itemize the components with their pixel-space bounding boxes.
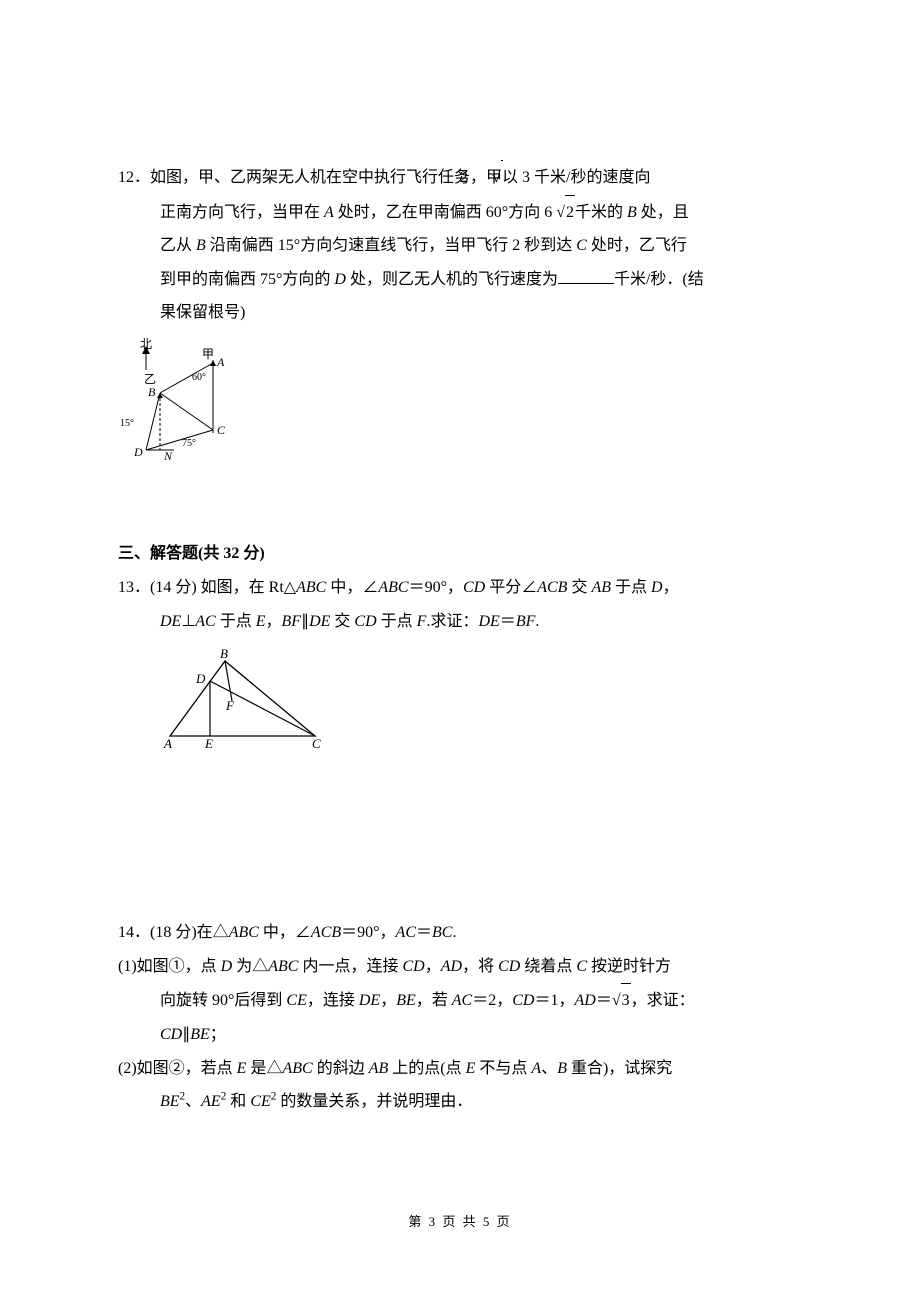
- svg-text:B: B: [148, 385, 156, 399]
- svg-text:60°: 60°: [192, 372, 206, 383]
- question-14: 14．(18 分)在△ABC 中，∠ACB＝90°，AC＝BC. (1)如图①，…: [118, 916, 802, 1119]
- q13-line2: DE⊥AC 于点 E，BF∥DE 交 CD 于点 F.求证：DE＝BF.: [118, 605, 802, 639]
- svg-text:75°: 75°: [182, 438, 196, 449]
- svg-text:乙: 乙: [144, 372, 156, 386]
- svg-text:N: N: [163, 449, 173, 463]
- svg-text:甲: 甲: [202, 347, 214, 361]
- q14-p1-line2: 向旋转 90°后得到 CE，连接 DE，BE，若 AC＝2，CD＝1，AD＝√3…: [118, 983, 802, 1018]
- svg-text:F: F: [225, 698, 235, 713]
- q12-line5: 果保留根号): [118, 296, 802, 330]
- q13-diagram: A B C D E F: [160, 646, 802, 756]
- answer-blank: [558, 268, 614, 284]
- svg-text:E: E: [204, 736, 213, 751]
- q12-diagram: 北 甲 A B 乙 C 60° D N 15° 75°: [118, 338, 802, 483]
- svg-text:B: B: [220, 646, 228, 661]
- svg-text:C: C: [312, 736, 321, 751]
- q12-line1: 12．如图，甲、乙两架无人机在空中执行飞行任务，甲以 3 √2千米/秒的速度向: [118, 160, 802, 195]
- svg-text:A: A: [163, 736, 172, 751]
- sqrt-3: √3: [612, 983, 631, 1018]
- page-footer: 第 3 页 共 5 页: [0, 1211, 920, 1230]
- svg-text:C: C: [217, 423, 226, 437]
- q14-line1: 14．(18 分)在△ABC 中，∠ACB＝90°，AC＝BC.: [118, 916, 802, 950]
- q12-line3: 乙从 B 沿南偏西 15°方向匀速直线飞行，当甲飞行 2 秒到达 C 处时，乙飞…: [118, 229, 802, 263]
- q13-line1: 13．(14 分) 如图，在 Rt△ABC 中，∠ABC＝90°，CD 平分∠A…: [118, 571, 802, 605]
- q14-number: 14．: [118, 924, 150, 941]
- sqrt-2: √2: [556, 195, 575, 230]
- q14-p2-line2: BE2、AE2 和 CE2 的数量关系，并说明理由．: [118, 1085, 802, 1119]
- q12-line4: 到甲的南偏西 75°方向的 D 处，则乙无人机的飞行速度为千米/秒．(结: [118, 263, 802, 297]
- section-3-title: 三、解答题(共 32 分): [118, 539, 802, 563]
- svg-text:D: D: [133, 445, 143, 459]
- q12-number: 12．: [118, 169, 150, 186]
- north-label: 北: [140, 338, 152, 351]
- question-13: 13．(14 分) 如图，在 Rt△ABC 中，∠ABC＝90°，CD 平分∠A…: [118, 571, 802, 756]
- svg-text:A: A: [216, 355, 225, 369]
- svg-text:15°: 15°: [120, 418, 134, 429]
- question-12: 12．如图，甲、乙两架无人机在空中执行飞行任务，甲以 3 √2千米/秒的速度向 …: [118, 160, 802, 483]
- q14-p2-line1: (2)如图②，若点 E 是△ABC 的斜边 AB 上的点(点 E 不与点 A、B…: [118, 1052, 802, 1086]
- q14-p1-line3: CD∥BE；: [118, 1018, 802, 1052]
- svg-text:D: D: [195, 671, 206, 686]
- q13-number: 13．: [118, 579, 150, 596]
- q12-line2: 正南方向飞行，当甲在 A 处时，乙在甲南偏西 60°方向 6 √2千米的 B 处…: [118, 195, 802, 230]
- q14-p1-line1: (1)如图①，点 D 为△ABC 内一点，连接 CD，AD，将 CD 绕着点 C…: [118, 950, 802, 984]
